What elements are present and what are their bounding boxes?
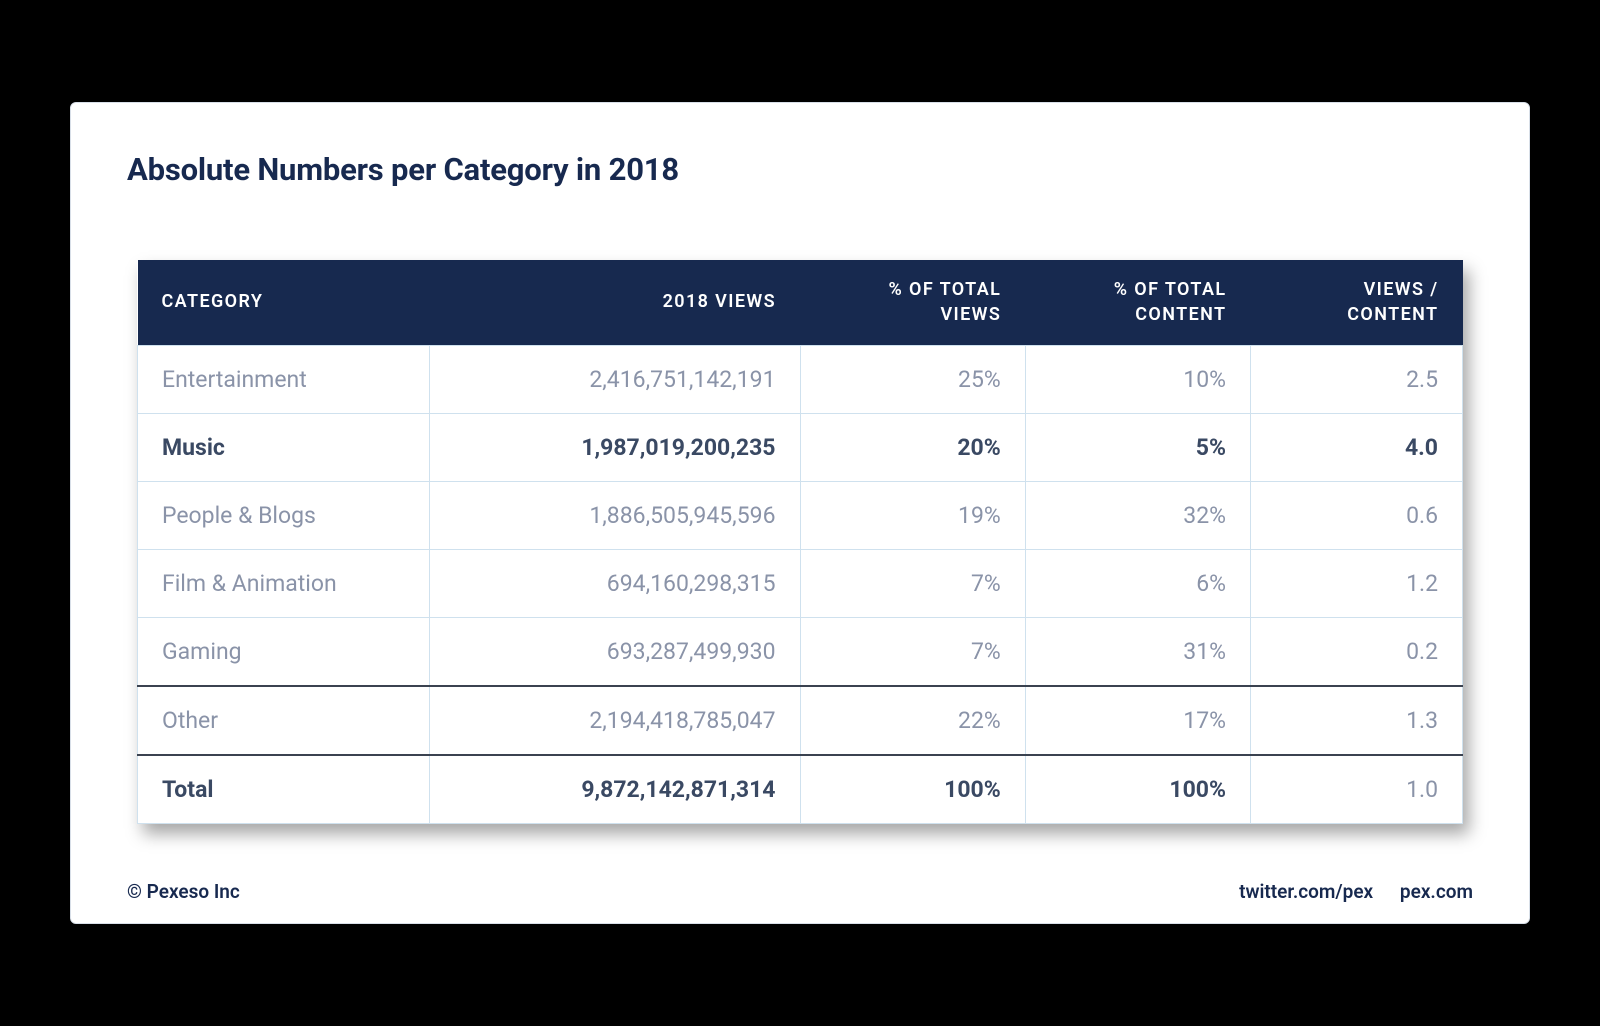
table-row-total: Total 9,872,142,871,314 100% 100% 1.0 — [138, 755, 1463, 824]
table-row: Gaming 693,287,499,930 7% 31% 0.2 — [138, 617, 1463, 686]
page-title: Absolute Numbers per Category in 2018 — [127, 151, 1473, 188]
cell-views-content: 1.3 — [1251, 686, 1463, 755]
cell-category: Total — [138, 755, 430, 824]
cell-views-content: 0.2 — [1251, 617, 1463, 686]
footer-links: twitter.com/pex pex.com — [1217, 880, 1473, 903]
cell-views-content: 0.6 — [1251, 481, 1463, 549]
cell-pct-content: 17% — [1025, 686, 1250, 755]
cell-views: 2,416,751,142,191 — [429, 345, 800, 413]
cell-views: 693,287,499,930 — [429, 617, 800, 686]
table-container: CATEGORY 2018 VIEWS % OF TOTALVIEWS % OF… — [137, 260, 1463, 824]
table-body: Entertainment 2,416,751,142,191 25% 10% … — [138, 345, 1463, 823]
cell-pct-content: 5% — [1025, 413, 1250, 481]
table-row: Music 1,987,019,200,235 20% 5% 4.0 — [138, 413, 1463, 481]
cell-category: Gaming — [138, 617, 430, 686]
cell-pct-views: 25% — [800, 345, 1025, 413]
cell-pct-views: 22% — [800, 686, 1025, 755]
cell-views-content: 1.0 — [1251, 755, 1463, 824]
cell-pct-content: 32% — [1025, 481, 1250, 549]
cell-pct-views: 100% — [800, 755, 1025, 824]
cell-pct-content: 10% — [1025, 345, 1250, 413]
cell-views: 1,987,019,200,235 — [429, 413, 800, 481]
col-pct-content: % OF TOTALCONTENT — [1025, 260, 1250, 345]
table-header: CATEGORY 2018 VIEWS % OF TOTALVIEWS % OF… — [138, 260, 1463, 345]
cell-category: Music — [138, 413, 430, 481]
col-views-content: VIEWS /CONTENT — [1251, 260, 1463, 345]
cell-views: 2,194,418,785,047 — [429, 686, 800, 755]
footer-link-site: pex.com — [1400, 880, 1473, 903]
table-row: Entertainment 2,416,751,142,191 25% 10% … — [138, 345, 1463, 413]
table-row: Film & Animation 694,160,298,315 7% 6% 1… — [138, 549, 1463, 617]
cell-views: 1,886,505,945,596 — [429, 481, 800, 549]
cell-views: 9,872,142,871,314 — [429, 755, 800, 824]
content-card: Absolute Numbers per Category in 2018 CA… — [70, 102, 1530, 924]
cell-pct-views: 7% — [800, 549, 1025, 617]
cell-views-content: 1.2 — [1251, 549, 1463, 617]
cell-category: Film & Animation — [138, 549, 430, 617]
col-pct-views: % OF TOTALVIEWS — [800, 260, 1025, 345]
cell-pct-content: 100% — [1025, 755, 1250, 824]
table-row: People & Blogs 1,886,505,945,596 19% 32%… — [138, 481, 1463, 549]
category-table: CATEGORY 2018 VIEWS % OF TOTALVIEWS % OF… — [137, 260, 1463, 824]
footer-link-twitter: twitter.com/pex — [1239, 880, 1373, 903]
footer: © Pexeso Inc twitter.com/pex pex.com — [127, 872, 1473, 903]
cell-category: People & Blogs — [138, 481, 430, 549]
cell-category: Other — [138, 686, 430, 755]
cell-pct-content: 6% — [1025, 549, 1250, 617]
page-background: Absolute Numbers per Category in 2018 CA… — [0, 72, 1600, 954]
col-2018-views: 2018 VIEWS — [429, 260, 800, 345]
cell-category: Entertainment — [138, 345, 430, 413]
cell-views: 694,160,298,315 — [429, 549, 800, 617]
cell-views-content: 2.5 — [1251, 345, 1463, 413]
table-row: Other 2,194,418,785,047 22% 17% 1.3 — [138, 686, 1463, 755]
cell-pct-views: 7% — [800, 617, 1025, 686]
footer-copyright: © Pexeso Inc — [127, 880, 240, 903]
cell-pct-views: 20% — [800, 413, 1025, 481]
col-category: CATEGORY — [138, 260, 430, 345]
cell-pct-content: 31% — [1025, 617, 1250, 686]
cell-views-content: 4.0 — [1251, 413, 1463, 481]
cell-pct-views: 19% — [800, 481, 1025, 549]
